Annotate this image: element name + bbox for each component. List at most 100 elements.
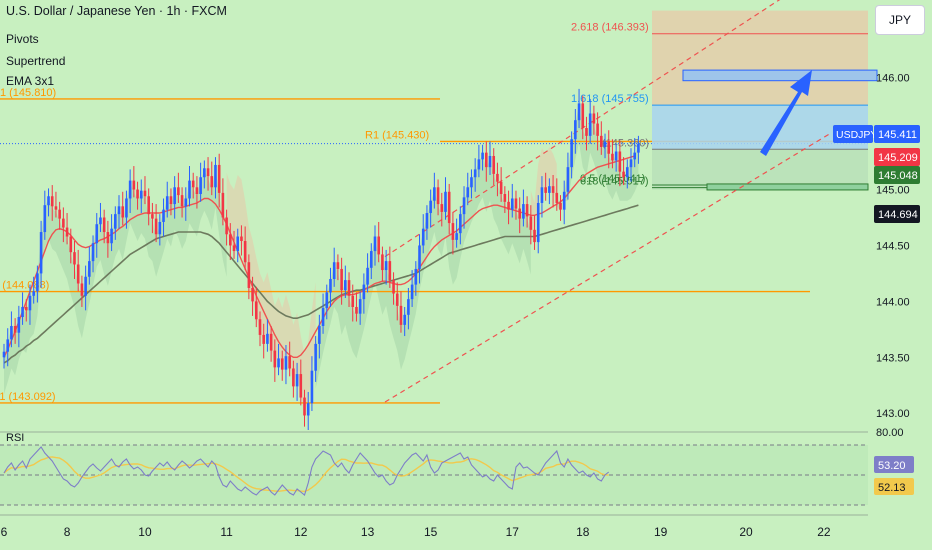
candle-body (121, 206, 125, 218)
time-tick-label: 15 (424, 525, 438, 539)
candle-body (622, 171, 625, 178)
candle-body (425, 213, 429, 229)
candle-body (36, 273, 39, 292)
symbol-badge-bg (833, 125, 873, 143)
candle-body (358, 299, 362, 314)
candle-body (392, 280, 395, 294)
rsi-pane[interactable]: 80.00 53.20 52.13 (0, 427, 914, 506)
candle-body (447, 191, 451, 224)
candle-body (470, 177, 473, 188)
rsi-title[interactable]: RSI (6, 432, 25, 444)
candle-body (588, 113, 592, 136)
price-badge: 145.411 (878, 129, 917, 141)
time-tick-label: 12 (294, 525, 308, 539)
candle-body (203, 168, 206, 178)
candle-body (444, 191, 447, 212)
forecast-arrow (760, 70, 812, 156)
candle-body (555, 192, 559, 203)
rsi-tick-label: 80.00 (876, 427, 904, 439)
candle-body (269, 333, 273, 351)
rsi-value-badge-bg (874, 456, 914, 473)
pivot-level-label: P (144.088) (0, 280, 49, 292)
chart-title: U.S. Dollar / Japanese Yen · 1h · FXCM (6, 4, 227, 18)
candle-body (76, 264, 80, 284)
candle-body (165, 196, 169, 210)
price-tick-label: 146.00 (876, 73, 910, 85)
candle-body (522, 204, 525, 219)
candle-body (102, 217, 106, 233)
candle-body (510, 198, 514, 210)
candle-body (603, 141, 607, 148)
candle-body (91, 243, 95, 262)
currency-button[interactable]: JPY (875, 5, 925, 35)
candle-body (299, 374, 303, 398)
candle-body (514, 198, 518, 209)
candle-body (592, 113, 596, 124)
supertrend-up-fill (556, 105, 639, 212)
candle-body (485, 152, 488, 168)
candle-body (303, 397, 306, 416)
candle-body (499, 181, 503, 195)
candle-body (533, 229, 536, 243)
candle-body (559, 202, 562, 210)
candle-body (199, 177, 202, 195)
candle-body (69, 236, 73, 253)
price-tick-label: 144.00 (876, 296, 910, 308)
price-labels-layer: USDJPY 145.411 145.209 145.048 144.694 (833, 125, 920, 223)
candle-body (566, 167, 570, 192)
time-axis[interactable]: 6 8 10 11 12 13 15 17 18 19 20 22 (0, 514, 868, 539)
candle-body (399, 305, 403, 325)
indicator-pivots[interactable]: Pivots (6, 32, 39, 46)
indicator-supertrend[interactable]: Supertrend (6, 54, 66, 68)
supertrend-fill-layer (4, 105, 639, 414)
candle-body (421, 228, 425, 246)
candle-body (143, 190, 147, 197)
price-badge: 144.694 (878, 209, 918, 221)
currency-label: JPY (888, 13, 911, 27)
candle-body (125, 198, 128, 218)
time-tick-label: 8 (64, 525, 71, 539)
candle-body (507, 201, 510, 210)
candle-body (295, 374, 299, 387)
price-tick-label: 143.50 (876, 352, 910, 364)
candle-body (106, 232, 110, 244)
candle-body (88, 261, 91, 277)
candle-body (577, 103, 581, 121)
candle-body (403, 314, 406, 325)
candle-body (110, 228, 113, 244)
candle-body (529, 216, 533, 230)
candle-body (28, 295, 32, 311)
candle-body (551, 186, 555, 193)
candle-body (95, 224, 99, 244)
candle-body (321, 308, 325, 326)
candle-body (496, 173, 499, 182)
candle-body (39, 232, 43, 274)
candle-body (384, 261, 388, 271)
candle-body (136, 189, 139, 199)
candle-body (436, 187, 440, 205)
candle-body (351, 295, 355, 307)
candle-body (607, 141, 611, 154)
candle-body (492, 155, 496, 174)
candle-body (477, 159, 481, 170)
candle-body (225, 217, 228, 235)
candles-layer[interactable] (2, 88, 640, 430)
candle-body (229, 234, 232, 246)
candle-body (410, 284, 414, 300)
candle-body (169, 196, 173, 205)
price-axis[interactable]: 146.00 145.00 144.50 144.00 143.50 143.00 (876, 73, 910, 421)
candle-body (481, 152, 484, 160)
candle-body (548, 186, 551, 193)
candle-body (10, 325, 13, 340)
candle-body (418, 245, 421, 269)
candle-body (525, 204, 529, 217)
candle-body (629, 159, 633, 168)
candle-body (132, 180, 136, 190)
indicator-ema[interactable]: EMA 3x1 (6, 74, 55, 88)
candle-body (232, 245, 236, 252)
fibonacci-layer: 2.618 (146.393)1.618 (145.755)(145.360)6… (571, 10, 878, 191)
candle-body (544, 187, 547, 193)
candle-body (128, 180, 132, 199)
candle-body (318, 325, 321, 344)
